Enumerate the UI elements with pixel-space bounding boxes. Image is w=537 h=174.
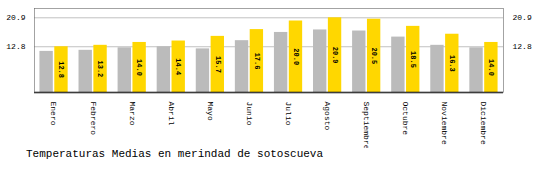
html-text:Temperaturas Medias en merinda: Temperaturas Medias en merindad de sotos…: [26, 148, 324, 160]
svg-text:Enero: Enero: [49, 102, 58, 126]
svg-text:12.8: 12.8: [6, 42, 25, 51]
svg-text:Junio: Junio: [245, 102, 254, 126]
svg-text:17.6: 17.6: [253, 53, 261, 70]
svg-text:15.7: 15.7: [214, 56, 222, 73]
svg-text:Abril: Abril: [167, 102, 176, 126]
svg-text:20.0: 20.0: [292, 48, 300, 65]
svg-text:16.3: 16.3: [448, 55, 456, 72]
svg-text:Mayo: Mayo: [206, 102, 215, 121]
svg-text:Agosto: Agosto: [323, 102, 332, 131]
svg-text:12.8: 12.8: [57, 61, 65, 78]
svg-text:20.5: 20.5: [370, 47, 378, 64]
svg-text:18.5: 18.5: [409, 51, 417, 68]
svg-text:14.0: 14.0: [135, 59, 143, 76]
svg-text:14.0: 14.0: [487, 59, 495, 76]
svg-text:Noviembre: Noviembre: [440, 102, 449, 145]
svg-text:Octubre: Octubre: [401, 102, 410, 136]
svg-text:14.4: 14.4: [174, 58, 182, 75]
svg-text:Marzo: Marzo: [128, 102, 137, 126]
svg-text:Diciembre: Diciembre: [479, 102, 488, 145]
svg-text:20.9: 20.9: [513, 13, 532, 22]
svg-text:20.9: 20.9: [331, 47, 339, 64]
svg-text:Julio: Julio: [284, 102, 293, 126]
svg-text:20.9: 20.9: [6, 13, 25, 22]
svg-text:Febrero: Febrero: [89, 102, 98, 136]
svg-text:Septiembre: Septiembre: [362, 102, 371, 149]
svg-text:12.8: 12.8: [513, 42, 532, 51]
svg-text:13.2: 13.2: [96, 61, 104, 78]
